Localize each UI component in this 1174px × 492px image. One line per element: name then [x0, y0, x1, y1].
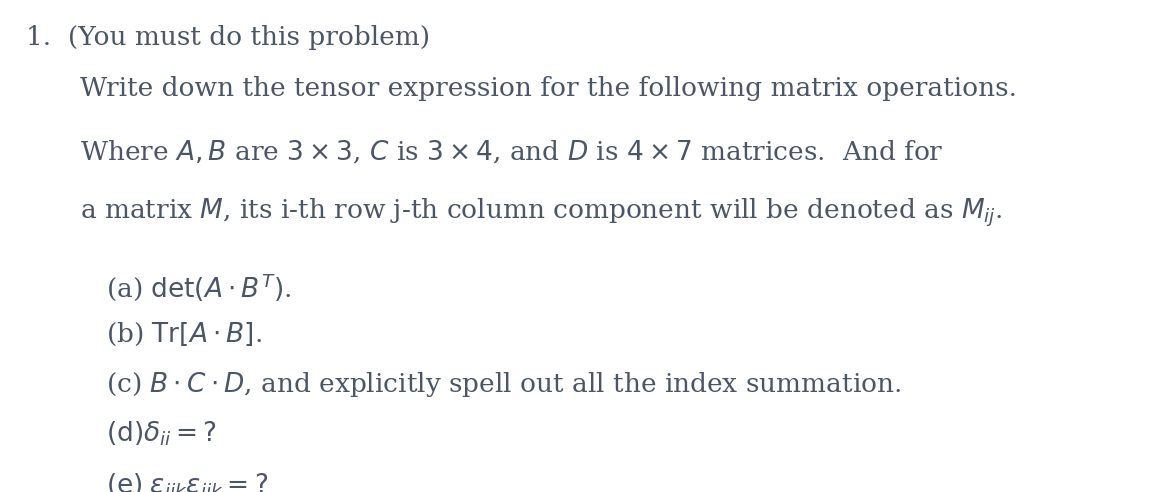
- Text: a matrix $M$, its i-th row j-th column component will be denoted as $M_{ij}$.: a matrix $M$, its i-th row j-th column c…: [80, 197, 1003, 229]
- Text: (a) $\det(A \cdot B^T)$.: (a) $\det(A \cdot B^T)$.: [106, 272, 291, 303]
- Text: Where $A, B$ are $3 \times 3$, $C$ is $3 \times 4$, and $D$ is $4 \times 7$ matr: Where $A, B$ are $3 \times 3$, $C$ is $3…: [80, 138, 944, 165]
- Text: (c) $B \cdot C \cdot D$, and explicitly spell out all the index summation.: (c) $B \cdot C \cdot D$, and explicitly …: [106, 370, 900, 399]
- Text: 1.  (You must do this problem): 1. (You must do this problem): [26, 25, 430, 50]
- Text: (b) $\mathrm{Tr}[A \cdot B]$.: (b) $\mathrm{Tr}[A \cdot B]$.: [106, 321, 262, 348]
- Text: $(\mathrm{d})\delta_{ii} =?$: $(\mathrm{d})\delta_{ii} =?$: [106, 419, 217, 448]
- Text: Write down the tensor expression for the following matrix operations.: Write down the tensor expression for the…: [80, 76, 1017, 101]
- Text: $(\mathrm{e})\; \epsilon_{ijk}\epsilon_{ijk} =?$: $(\mathrm{e})\; \epsilon_{ijk}\epsilon_{…: [106, 471, 268, 492]
